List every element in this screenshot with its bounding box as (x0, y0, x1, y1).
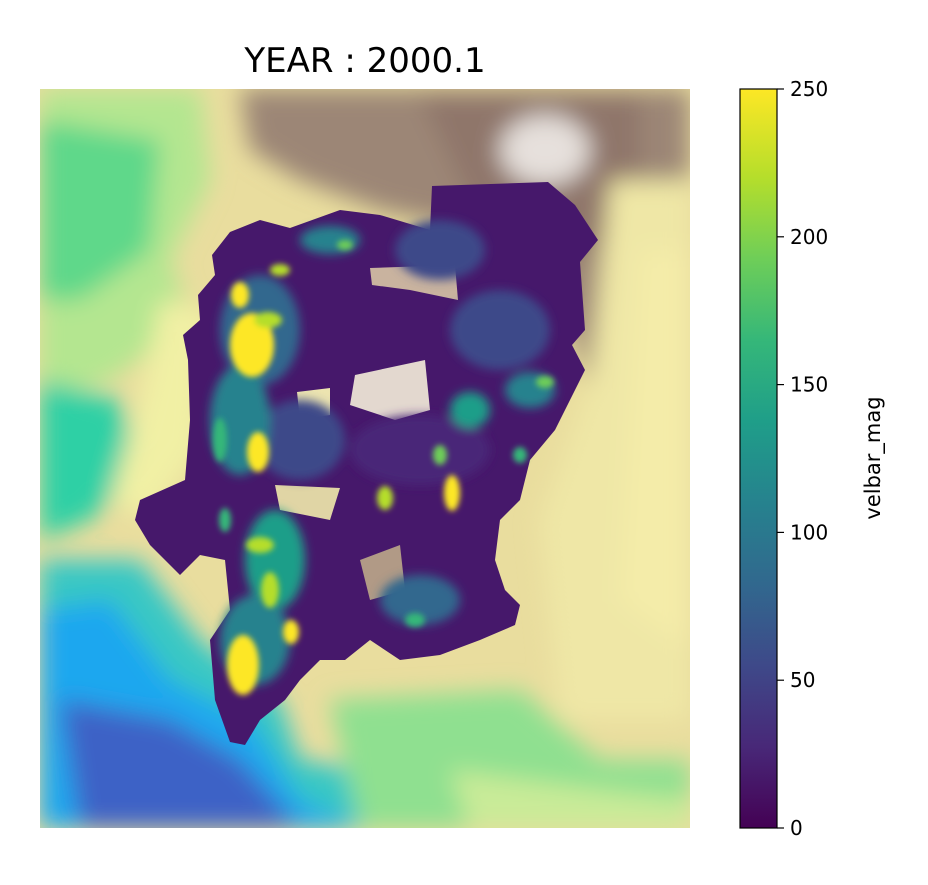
colorbar-tick-label: 50 (790, 668, 815, 692)
colorbar: 0 50 100 150 200 250 velbar_mag (739, 77, 886, 840)
chart-title: YEAR : 2000.1 (243, 41, 485, 81)
colorbar-tick-label: 0 (790, 816, 803, 840)
colorbar-tick-label: 250 (790, 77, 828, 101)
colorbar-tick-label: 200 (790, 225, 828, 249)
colorbar-tick-label: 100 (790, 520, 828, 544)
colorbar-tick-label: 150 (790, 373, 828, 397)
colorbar-ticks: 0 50 100 150 200 250 (777, 77, 828, 840)
colorbar-gradient (739, 88, 778, 829)
velocity-field (135, 182, 598, 745)
colorbar-label: velbar_mag (861, 396, 886, 519)
